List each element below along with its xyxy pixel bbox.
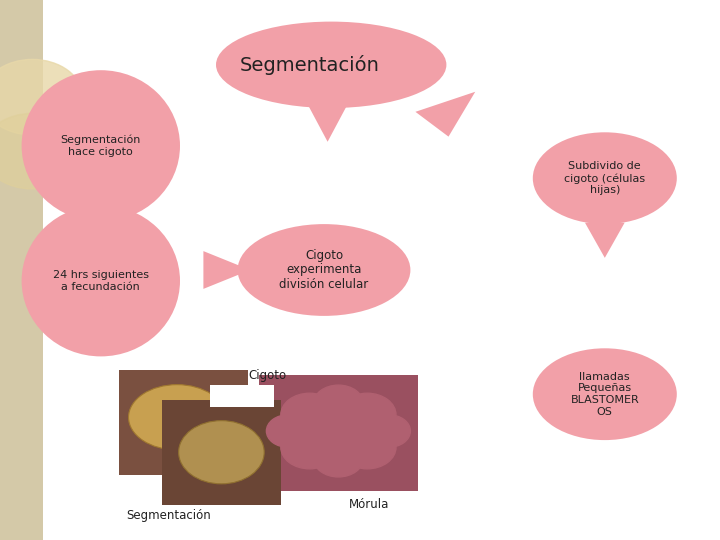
Bar	[119, 370, 248, 475]
Circle shape	[0, 59, 83, 135]
Bar	[210, 385, 274, 407]
Ellipse shape	[238, 224, 410, 316]
Bar	[259, 375, 418, 491]
Ellipse shape	[179, 421, 264, 484]
Circle shape	[266, 415, 310, 447]
Polygon shape	[585, 222, 624, 258]
Text: llamadas
Pequeñas
BLASTOMER
OS: llamadas Pequeñas BLASTOMER OS	[570, 372, 639, 416]
Polygon shape	[306, 102, 349, 141]
Text: Segmentación: Segmentación	[126, 509, 211, 522]
Bar	[162, 400, 281, 505]
Polygon shape	[68, 199, 119, 238]
Circle shape	[313, 439, 364, 477]
Ellipse shape	[22, 205, 180, 356]
Circle shape	[299, 401, 378, 461]
Text: Cigoto: Cigoto	[248, 369, 287, 382]
Circle shape	[0, 113, 83, 189]
Bar	[0, 0, 43, 540]
Text: Cigoto
experimenta
división celular: Cigoto experimenta división celular	[279, 248, 369, 292]
Circle shape	[281, 393, 338, 436]
Text: Subdivido de
cigoto (células
hijas): Subdivido de cigoto (células hijas)	[564, 161, 645, 195]
Ellipse shape	[216, 22, 446, 108]
Circle shape	[338, 426, 396, 469]
Polygon shape	[415, 92, 475, 137]
Ellipse shape	[533, 132, 677, 224]
Ellipse shape	[533, 348, 677, 440]
Text: Segmentación
hace cigoto: Segmentación hace cigoto	[60, 135, 141, 157]
Circle shape	[281, 426, 338, 469]
Circle shape	[313, 385, 364, 423]
Text: 24 hrs siguientes
a fecundación: 24 hrs siguientes a fecundación	[53, 270, 149, 292]
Text: Mórula: Mórula	[349, 498, 390, 511]
Ellipse shape	[129, 384, 226, 450]
Circle shape	[367, 415, 410, 447]
Circle shape	[338, 393, 396, 436]
Polygon shape	[203, 251, 251, 289]
Text: Segmentación: Segmentación	[240, 55, 379, 75]
Ellipse shape	[22, 70, 180, 221]
